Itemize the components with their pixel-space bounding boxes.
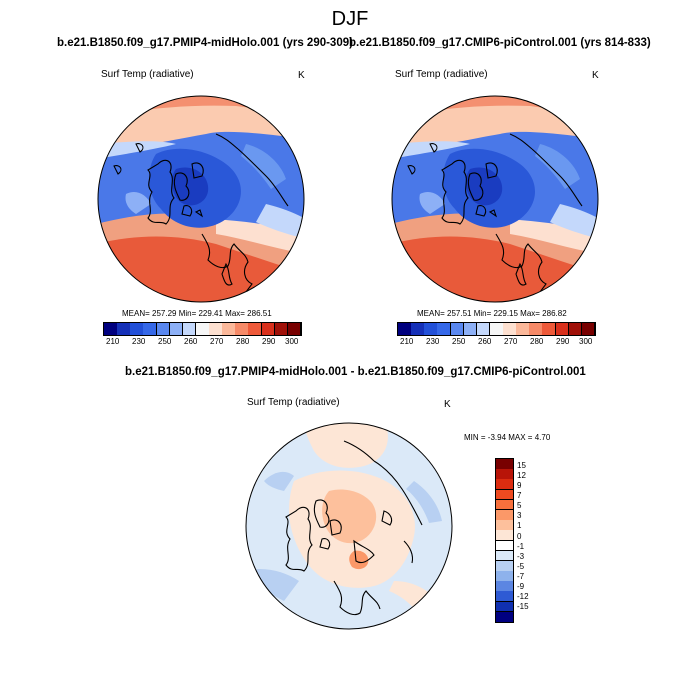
diff-polar-map [245, 422, 453, 630]
colorbar-swatch [117, 323, 131, 335]
colorbar-swatch [503, 323, 517, 335]
colorbar-swatch [496, 520, 513, 531]
colorbar-swatch [568, 323, 583, 335]
colorbar-tick: -9 [517, 582, 525, 591]
colorbar-swatch [496, 560, 513, 572]
diff-colorbar [495, 458, 514, 623]
colorbar-tick: 210 [400, 337, 414, 346]
colorbar-swatch [496, 601, 513, 613]
colorbar-tick: 1 [517, 521, 522, 530]
colorbar-swatch [287, 323, 302, 335]
right-stats: MEAN= 257.51 Min= 229.15 Max= 286.82 [417, 309, 567, 318]
colorbar-swatch [156, 323, 171, 335]
colorbar-tick: -3 [517, 552, 525, 561]
colorbar-tick: 280 [530, 337, 544, 346]
colorbar-tick: 230 [132, 337, 146, 346]
left-stats: MEAN= 257.29 Min= 229.41 Max= 286.51 [122, 309, 272, 318]
colorbar-swatch [437, 323, 452, 335]
colorbar-tick: 15 [517, 461, 526, 470]
colorbar-swatch [496, 530, 513, 541]
colorbar-tick: 300 [579, 337, 593, 346]
colorbar-swatch [235, 323, 249, 335]
colorbar-tick: 290 [556, 337, 570, 346]
colorbar-swatch [104, 323, 118, 335]
colorbar-tick: 280 [236, 337, 250, 346]
colorbar-swatch [182, 323, 197, 335]
colorbar-swatch [516, 323, 530, 335]
left-polar-map [97, 95, 305, 303]
colorbar-swatch [261, 323, 276, 335]
colorbar-tick: -12 [517, 592, 529, 601]
colorbar-tick: 270 [504, 337, 518, 346]
colorbar-swatch [542, 323, 557, 335]
colorbar-swatch [496, 550, 513, 562]
case-b-title: b.e21.B1850.f09_g17.CMIP6-piControl.001 … [349, 37, 651, 49]
colorbar-tick: 260 [184, 337, 198, 346]
colorbar-swatch [496, 479, 513, 491]
colorbar-swatch [496, 540, 513, 552]
diff-units-label: K [444, 399, 451, 410]
colorbar-tick: 3 [517, 511, 522, 520]
colorbar-tick: 9 [517, 481, 522, 490]
colorbar-tick: 210 [106, 337, 120, 346]
colorbar-tick: 7 [517, 491, 522, 500]
figure-title: DJF [331, 8, 369, 30]
colorbar-swatch [555, 323, 570, 335]
diff-stats: MIN = -3.94 MAX = 4.70 [464, 433, 551, 442]
right-polar-map [391, 95, 599, 303]
colorbar-swatch [496, 489, 513, 501]
left-variable-label: Surf Temp (radiative) [101, 69, 194, 80]
colorbar-tick: 0 [517, 532, 522, 541]
colorbar-swatch [496, 571, 513, 582]
right-units-label: K [592, 70, 599, 81]
colorbar-tick: -5 [517, 562, 525, 571]
colorbar-swatch [274, 323, 289, 335]
colorbar-tick: 290 [262, 337, 276, 346]
colorbar-tick: 12 [517, 471, 526, 480]
colorbar-swatch [248, 323, 263, 335]
colorbar-tick: -7 [517, 572, 525, 581]
colorbar-swatch [476, 323, 491, 335]
colorbar-swatch [411, 323, 425, 335]
colorbar-tick: 300 [285, 337, 299, 346]
colorbar-swatch [463, 323, 478, 335]
right-colorbar [397, 322, 596, 336]
colorbar-swatch [496, 591, 513, 603]
colorbar-swatch [496, 509, 513, 521]
colorbar-swatch [581, 323, 596, 335]
colorbar-tick: -15 [517, 602, 529, 611]
colorbar-tick: 260 [478, 337, 492, 346]
colorbar-swatch [496, 469, 513, 480]
colorbar-swatch [450, 323, 465, 335]
diff-variable-label: Surf Temp (radiative) [247, 397, 340, 408]
colorbar-swatch [169, 323, 184, 335]
right-variable-label: Surf Temp (radiative) [395, 69, 488, 80]
right-colorbar-ticks: 210 230 250 260 270 280 290 300 [397, 337, 594, 349]
left-colorbar-ticks: 210 230 250 260 270 280 290 300 [103, 337, 300, 349]
colorbar-swatch [496, 581, 513, 592]
colorbar-swatch [222, 323, 236, 335]
case-a-title: b.e21.B1850.f09_g17.PMIP4-midHolo.001 (y… [57, 37, 353, 49]
colorbar-tick: 250 [158, 337, 172, 346]
colorbar-swatch [195, 323, 210, 335]
diff-colorbar-ticks: 15 12 9 7 5 3 1 0 -1 -3 -5 -7 -9 -12 -15 [517, 458, 547, 623]
colorbar-swatch [496, 459, 513, 470]
colorbar-tick: 5 [517, 501, 522, 510]
colorbar-swatch [489, 323, 504, 335]
left-colorbar [103, 322, 302, 336]
colorbar-swatch [496, 499, 513, 511]
colorbar-swatch [496, 611, 513, 623]
colorbar-tick: 230 [426, 337, 440, 346]
colorbar-swatch [529, 323, 543, 335]
colorbar-swatch [130, 323, 144, 335]
colorbar-swatch [424, 323, 438, 335]
diff-title: b.e21.B1850.f09_g17.PMIP4-midHolo.001 - … [125, 366, 586, 378]
colorbar-tick: -1 [517, 542, 525, 551]
colorbar-tick: 250 [452, 337, 466, 346]
colorbar-swatch [143, 323, 158, 335]
colorbar-swatch [209, 323, 223, 335]
colorbar-swatch [398, 323, 412, 335]
left-units-label: K [298, 70, 305, 81]
colorbar-tick: 270 [210, 337, 224, 346]
